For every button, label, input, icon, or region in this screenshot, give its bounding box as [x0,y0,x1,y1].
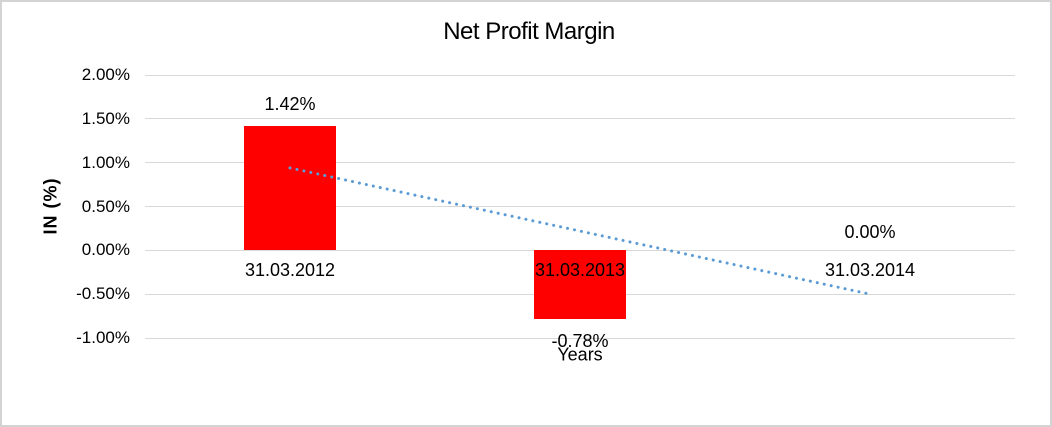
y-tick-label: -0.50% [76,284,130,304]
bar-value-label: 0.00% [844,222,896,243]
gridline [145,337,1015,339]
y-tick-label: 2.00% [81,65,130,84]
category-label: 31.03.2014 [824,260,916,281]
y-tick-label: 1.00% [81,152,130,172]
bar-31.03.2012 [244,125,336,251]
gridline [145,118,1015,120]
y-tick-label: 0.50% [81,196,130,216]
y-tick-label: -1.00% [76,328,130,347]
bar-value-label: -0.78% [551,330,609,351]
x-axis-title: Years [557,344,603,365]
bar-value-label: 1.42% [264,93,316,114]
bar-31.03.2013 [534,250,626,319]
gridline [145,162,1015,164]
y-tick-label: 0.00% [81,240,130,260]
gridline [145,206,1015,207]
gridline [145,74,1015,76]
y-tick-label: 1.50% [81,108,130,128]
chart-title: Net Profit Margin [443,18,615,45]
category-label: 31.03.2013 [534,260,626,281]
category-label: 31.03.2012 [244,260,336,281]
trendline [288,166,872,296]
